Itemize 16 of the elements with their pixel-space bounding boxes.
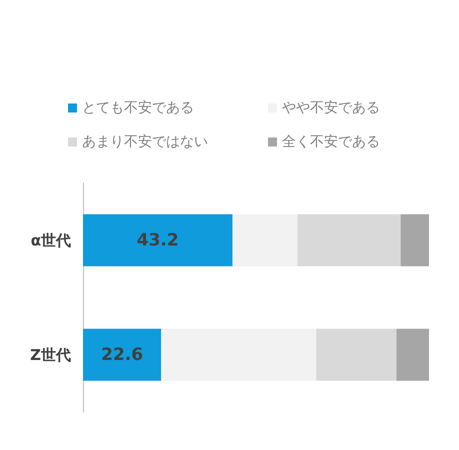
data-label: 22.6 (101, 344, 144, 365)
legend-label: やや不安である (282, 100, 380, 116)
bar (83, 214, 232, 266)
bar (400, 214, 429, 266)
y-tick-label: α世代 (30, 231, 71, 250)
data-label: 43.2 (136, 230, 179, 250)
bar (316, 328, 396, 381)
bar (298, 214, 401, 266)
bar (232, 214, 298, 266)
bar (396, 328, 429, 381)
legend-label: とても不安である (82, 100, 194, 116)
y-tick-label: Z世代 (30, 346, 71, 364)
bar (161, 328, 316, 381)
bar (83, 328, 162, 381)
legend-label: 全く不安である (282, 134, 380, 150)
legend-label: あまり不安ではない (82, 134, 208, 150)
